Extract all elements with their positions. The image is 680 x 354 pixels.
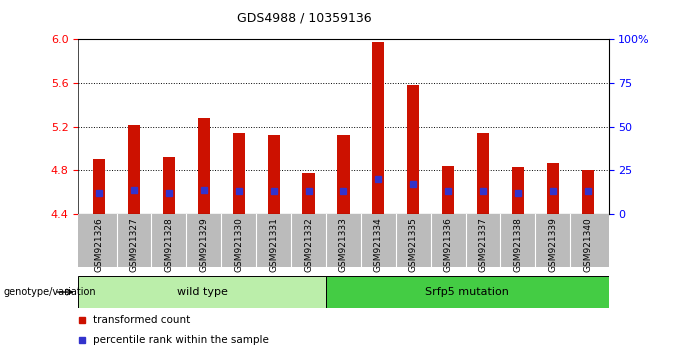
Bar <box>581 170 594 214</box>
Text: GSM921333: GSM921333 <box>339 217 348 272</box>
Text: GSM921327: GSM921327 <box>129 217 139 272</box>
Text: GSM921332: GSM921332 <box>304 217 313 272</box>
Bar <box>372 42 384 214</box>
Text: GSM921335: GSM921335 <box>409 217 418 272</box>
Bar <box>407 85 420 214</box>
Bar <box>512 167 524 214</box>
Text: GSM921329: GSM921329 <box>199 217 208 272</box>
Bar <box>547 163 559 214</box>
Text: transformed count: transformed count <box>93 315 190 325</box>
Bar <box>93 159 105 214</box>
Text: GSM921326: GSM921326 <box>95 217 103 272</box>
Text: GSM921331: GSM921331 <box>269 217 278 272</box>
Bar <box>303 172 315 214</box>
Bar <box>337 135 350 214</box>
Text: GSM921334: GSM921334 <box>374 217 383 272</box>
Text: GSM921339: GSM921339 <box>548 217 558 272</box>
Bar <box>442 166 454 214</box>
Bar <box>233 133 245 214</box>
Text: GSM921338: GSM921338 <box>513 217 522 272</box>
Bar <box>326 276 609 308</box>
Text: GSM921330: GSM921330 <box>234 217 243 272</box>
Text: wild type: wild type <box>177 287 227 297</box>
Text: GSM921340: GSM921340 <box>583 217 592 272</box>
Text: genotype/variation: genotype/variation <box>3 287 96 297</box>
Text: GDS4988 / 10359136: GDS4988 / 10359136 <box>237 12 372 25</box>
Bar <box>198 118 210 214</box>
Bar <box>78 276 326 308</box>
Text: Srfp5 mutation: Srfp5 mutation <box>425 287 509 297</box>
Text: GSM921328: GSM921328 <box>165 217 173 272</box>
Bar <box>267 135 279 214</box>
Bar <box>128 125 140 214</box>
Text: GSM921336: GSM921336 <box>443 217 453 272</box>
Text: GSM921337: GSM921337 <box>479 217 488 272</box>
Bar <box>163 157 175 214</box>
Bar <box>477 133 489 214</box>
Text: percentile rank within the sample: percentile rank within the sample <box>93 335 269 345</box>
